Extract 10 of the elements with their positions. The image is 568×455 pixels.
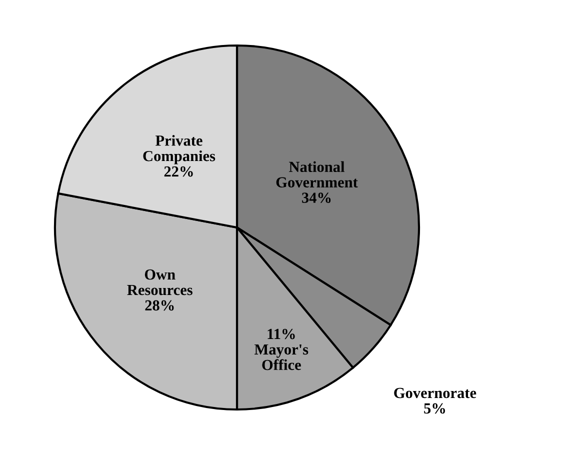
slice-label: Private Companies	[143, 135, 216, 164]
slice-label: Governorate	[394, 388, 476, 398]
slice-label: Mayor's Office	[254, 344, 308, 370]
data-label: 34%	[302, 192, 331, 203]
data-label: 11%	[268, 328, 295, 340]
slice-label: National Government	[276, 161, 358, 188]
data-label: 5%	[424, 403, 445, 414]
data-label: 22%	[164, 166, 193, 177]
slice-label: Own Resources	[127, 269, 192, 296]
data-label: 28%	[145, 300, 174, 311]
